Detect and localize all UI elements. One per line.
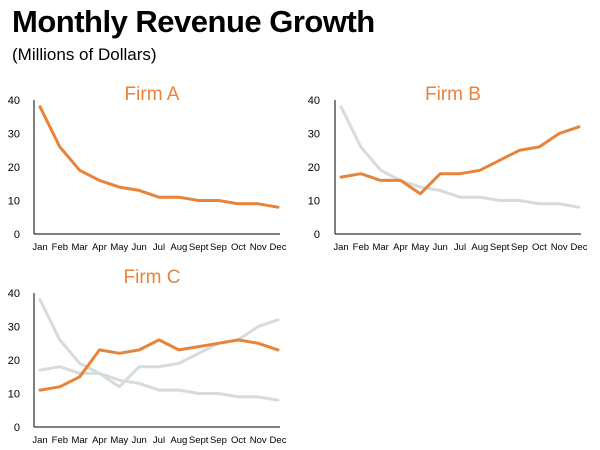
x-tick-label: Jul [153, 242, 165, 253]
x-tick-label: Oct [532, 242, 547, 253]
series-line-firm-a [38, 298, 280, 402]
y-tick-label: 40 [8, 288, 20, 300]
chart-subtitle: (Millions of Dollars) [12, 45, 157, 64]
x-tick-label: Apr [393, 242, 408, 253]
x-tick-label: Jun [132, 435, 147, 446]
x-tick-label: Sept [189, 435, 209, 446]
x-tick-label: Sept [189, 242, 209, 253]
x-tick-label: Mar [71, 435, 87, 446]
y-tick-label: 20 [308, 162, 320, 174]
series-line-firm-b [38, 318, 280, 389]
y-tick-label: 10 [308, 196, 320, 208]
x-tick-label: Aug [170, 242, 187, 253]
series-line-firm-a [38, 105, 280, 209]
x-tick-label: Jun [132, 242, 147, 253]
y-tick-label: 30 [8, 129, 20, 141]
x-tick-label: Apr [92, 242, 107, 253]
x-tick-label: Oct [231, 435, 246, 446]
y-tick-label: 0 [14, 422, 20, 434]
x-tick-label: Feb [52, 242, 68, 253]
x-tick-label: Sep [511, 242, 528, 253]
x-tick-label: Sept [490, 242, 510, 253]
y-tick-label: 10 [8, 196, 20, 208]
y-tick-label: 20 [8, 355, 20, 367]
y-tick-label: 0 [314, 229, 320, 241]
x-tick-label: Oct [231, 242, 246, 253]
x-tick-label: Mar [71, 242, 87, 253]
x-tick-label: Nov [250, 242, 267, 253]
x-tick-label: May [110, 242, 128, 253]
x-tick-label: Feb [353, 242, 369, 253]
x-tick-label: Nov [551, 242, 568, 253]
y-tick-label: 0 [14, 229, 20, 241]
panel-title: Firm B [425, 84, 481, 105]
panel-title: Firm A [125, 84, 180, 105]
y-tick-label: 40 [8, 95, 20, 107]
x-tick-label: Jul [153, 435, 165, 446]
y-tick-label: 20 [8, 162, 20, 174]
y-tick-label: 30 [8, 322, 20, 334]
x-tick-label: Dec [571, 242, 588, 253]
x-tick-label: Apr [92, 435, 107, 446]
y-tick-label: 10 [8, 389, 20, 401]
series-line-firm-b [339, 125, 581, 196]
panel-title: Firm C [124, 267, 181, 288]
x-tick-label: Aug [170, 435, 187, 446]
x-tick-label: Jan [32, 242, 47, 253]
x-tick-label: Sep [210, 242, 227, 253]
x-tick-label: May [411, 242, 429, 253]
x-tick-label: Nov [250, 435, 267, 446]
x-tick-label: Jan [32, 435, 47, 446]
x-tick-label: Mar [372, 242, 388, 253]
chart-title: Monthly Revenue Growth [12, 4, 375, 39]
x-tick-label: Feb [52, 435, 68, 446]
x-tick-label: Jun [433, 242, 448, 253]
x-tick-label: Jan [333, 242, 348, 253]
x-tick-label: Dec [270, 242, 287, 253]
x-tick-label: Aug [471, 242, 488, 253]
x-tick-label: Dec [270, 435, 287, 446]
y-tick-label: 30 [308, 129, 320, 141]
x-tick-label: Sep [210, 435, 227, 446]
y-tick-label: 40 [308, 95, 320, 107]
x-tick-label: May [110, 435, 128, 446]
series-line-firm-a [339, 105, 581, 209]
x-tick-label: Jul [454, 242, 466, 253]
series-line-firm-c [38, 338, 280, 392]
